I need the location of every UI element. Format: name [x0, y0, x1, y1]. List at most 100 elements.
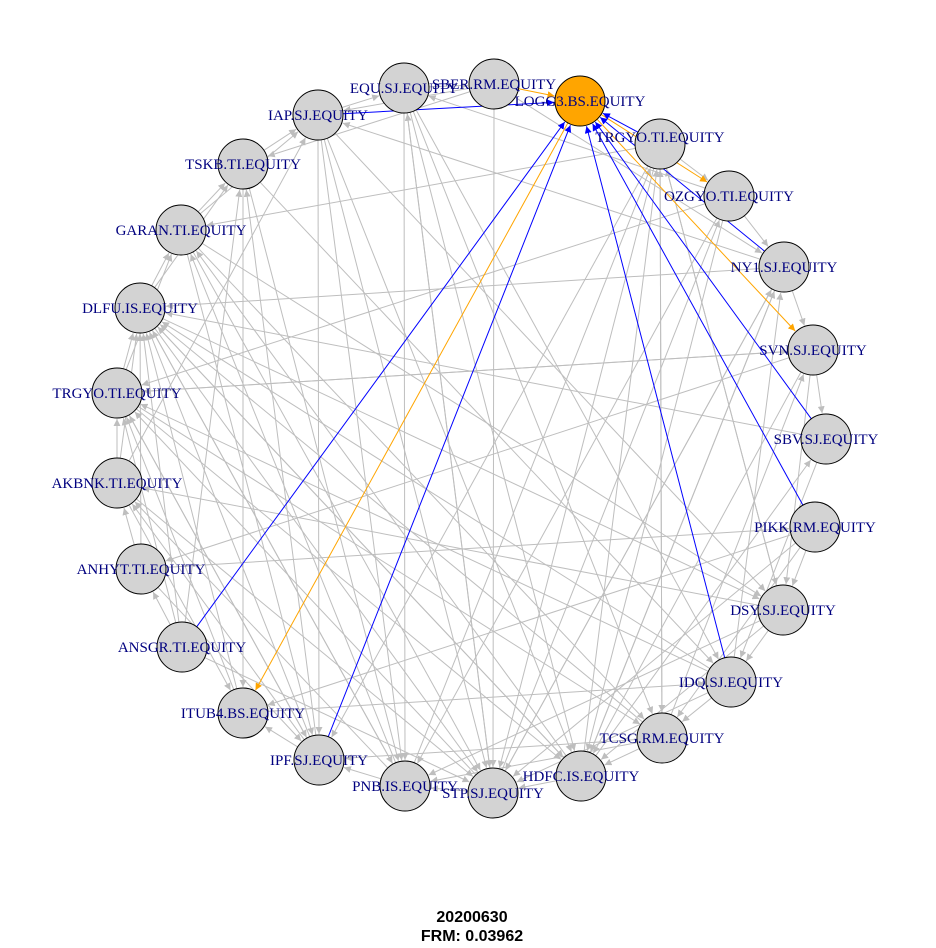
node-label-hdfc: HDFC.IS.EQUITY — [523, 769, 640, 785]
edge-trgyo-to-ipf — [331, 165, 649, 738]
edge-ozgyo-to-ny1 — [743, 215, 769, 247]
node-stp[interactable] — [467, 767, 519, 819]
node-label-ny1: NY1.SJ.EQUITY — [731, 260, 838, 276]
edge-dsy-to-idq — [745, 630, 769, 662]
edge-hdfc-to-stp — [518, 780, 557, 791]
edge-dlfu-to-garan — [151, 252, 170, 287]
node-label-itub4: ITUB4.BS.EQUITY — [181, 706, 305, 722]
edge-svn-to-hdfc — [592, 371, 802, 754]
node-sber[interactable] — [468, 58, 520, 110]
node-label-equ: EQU.SJ.EQUITY — [350, 81, 458, 97]
edge-sbv-to-idq — [739, 462, 818, 658]
node-svn[interactable] — [787, 324, 839, 376]
node-tskb[interactable] — [217, 138, 269, 190]
node-ansgr[interactable] — [156, 621, 208, 673]
node-label-idq: IDQ.SJ.EQUITY — [679, 675, 783, 691]
edge-pikk-to-logg3 — [592, 123, 804, 506]
node-dsy[interactable] — [757, 584, 809, 636]
edge-garan-to-stp — [192, 251, 481, 771]
edge-hdfc-to-sbv — [595, 459, 812, 757]
node-itub4[interactable] — [217, 687, 269, 739]
edge-ny1-to-hdfc — [589, 290, 776, 752]
edge-ansgr-to-stp — [204, 657, 470, 783]
edges-highlight-layer — [196, 88, 812, 737]
edge-dsy-to-hdfc — [600, 625, 765, 760]
edge-svn-to-trgyo2 — [142, 351, 789, 395]
node-idq[interactable] — [705, 656, 757, 708]
edge-ny1-to-svn — [791, 290, 806, 326]
edge-trgyo-to-tcsg — [658, 168, 666, 713]
edge-hdfc-to-dlfu — [157, 326, 565, 759]
edges-gray-layer — [113, 82, 825, 793]
node-anhyt[interactable] — [115, 543, 167, 595]
edge-dlfu-to-dsy — [162, 318, 760, 600]
edge-garan-to-tcsg — [197, 247, 645, 720]
node-label-ansgr: ANSGR.TI.EQUITY — [118, 640, 246, 656]
node-trgyo2[interactable] — [91, 367, 143, 419]
edge-iap-to-stp — [323, 139, 489, 768]
node-tcsg[interactable] — [636, 712, 688, 764]
edge-pnb-to-dlfu — [152, 330, 394, 765]
node-trgyo[interactable] — [634, 118, 686, 170]
node-label-sbv: SBV.SJ.EQUITY — [774, 432, 879, 448]
edge-sber-to-logg3 — [518, 88, 555, 99]
edge-tcsg-to-hdfc — [604, 748, 640, 766]
node-label-pikk: PIKK.RM.EQUITY — [754, 520, 876, 536]
edge-equ-to-sber — [428, 82, 469, 90]
edge-svn-to-sbv — [816, 374, 825, 414]
node-label-tskb: TSKB.TI.EQUITY — [185, 157, 301, 173]
edge-trgyo2-to-hdfc — [135, 408, 562, 760]
edge-pnb-to-ipf — [343, 766, 382, 780]
edge-anhyt-to-pikk — [165, 525, 790, 568]
edge-logg3-to-svn — [596, 118, 796, 332]
node-ozgyo[interactable] — [703, 170, 755, 222]
node-label-iap: IAP.SJ.EQUITY — [268, 108, 368, 124]
node-logg3[interactable] — [554, 75, 606, 127]
edge-idq-to-stp — [516, 692, 709, 783]
node-equ[interactable] — [378, 62, 430, 114]
edge-iap-to-pnb — [320, 139, 405, 761]
edge-ipf-to-trgyo2 — [129, 415, 308, 739]
caption-frm: FRM: 0.03962 — [421, 928, 523, 945]
node-pnb[interactable] — [379, 760, 431, 812]
edge-ipf-to-logg3 — [327, 125, 572, 737]
edge-hdfc-to-garan — [195, 250, 567, 757]
node-hdfc[interactable] — [555, 750, 607, 802]
edge-idq-to-ny1 — [733, 292, 784, 658]
edge-ozgyo-to-hdfc — [585, 220, 724, 751]
edge-ozgyo-to-trgyo2 — [141, 203, 706, 387]
edge-trgyo-to-logg3 — [602, 112, 639, 133]
edge-stp-to-pnb — [430, 785, 469, 793]
edge-pikk-to-dsy — [791, 550, 807, 586]
node-label-ipf: IPF.SJ.EQUITY — [270, 753, 368, 769]
edge-equ-to-stp — [406, 112, 493, 768]
edge-garan-to-tskb — [197, 182, 226, 213]
node-label-svn: SVN.SJ.EQUITY — [759, 343, 867, 359]
edge-tcsg-to-dlfu — [159, 324, 644, 723]
node-akbnk[interactable] — [91, 457, 143, 509]
edge-ipf-to-itub4 — [264, 726, 298, 748]
edge-trgyo2-to-dlfu — [123, 332, 135, 370]
edge-iap-to-dsy — [334, 132, 766, 592]
edge-hdfc-to-trgyo — [583, 169, 660, 752]
node-garan[interactable] — [155, 204, 207, 256]
edge-pikk-to-stp — [512, 542, 797, 777]
node-pikk[interactable] — [789, 501, 841, 553]
edge-akbnk-to-itub4 — [128, 504, 231, 691]
node-label-akbnk: AKBNK.TI.EQUITY — [52, 476, 183, 492]
edge-garan-to-dsy — [201, 242, 762, 597]
node-label-pnb: PNB.IS.EQUITY — [352, 779, 458, 795]
node-iap[interactable] — [292, 89, 344, 141]
edge-trgyo-to-ozgyo — [679, 158, 709, 181]
node-sbv[interactable] — [800, 413, 852, 465]
edge-ny1-to-logg3 — [599, 117, 765, 252]
edge-anhyt-to-akbnk — [122, 507, 135, 546]
edge-anhyt-to-ipf — [157, 586, 302, 742]
edge-itub4-to-trgyo2 — [125, 417, 235, 690]
node-ipf[interactable] — [293, 734, 345, 786]
node-label-trgyo2: TRGYO.TI.EQUITY — [52, 386, 181, 402]
node-label-trgyo: TRGYO.TI.EQUITY — [595, 130, 724, 146]
node-ny1[interactable] — [758, 241, 810, 293]
edge-akbnk-to-iap — [128, 137, 306, 462]
node-dlfu[interactable] — [114, 282, 166, 334]
